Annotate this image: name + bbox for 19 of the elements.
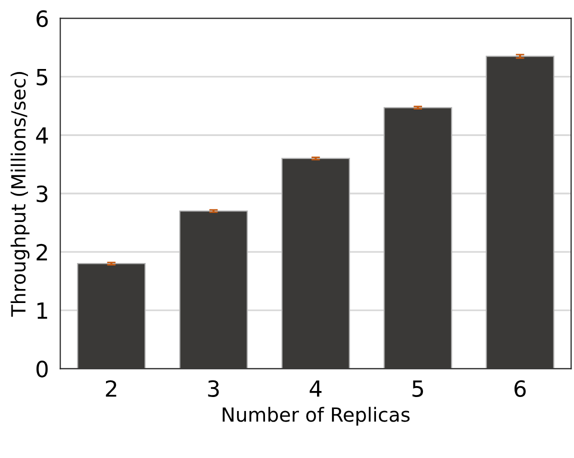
y-axis-title: Throughput (Millions/sec) (10, 72, 30, 317)
x-axis-title: Number of Replicas (222, 406, 410, 426)
x-tick-label: 5 (412, 380, 423, 397)
bar (179, 210, 248, 369)
x-tick-label: 6 (514, 380, 526, 397)
y-tick-label: 6 (36, 10, 48, 28)
y-tick-label: 4 (36, 127, 48, 144)
x-tick-label: 3 (208, 380, 219, 397)
y-tick-label: 0 (36, 360, 48, 378)
x-tick-label: 4 (310, 380, 322, 397)
bar (486, 56, 554, 369)
y-tick-label: 3 (36, 185, 48, 202)
y-tick-label: 2 (36, 244, 47, 260)
x-tick-label: 2 (106, 380, 116, 397)
bar (281, 158, 350, 369)
y-tick-label: 5 (36, 68, 48, 86)
bar (384, 107, 452, 369)
bar (77, 263, 146, 369)
y-tick-label: 1 (37, 302, 48, 319)
